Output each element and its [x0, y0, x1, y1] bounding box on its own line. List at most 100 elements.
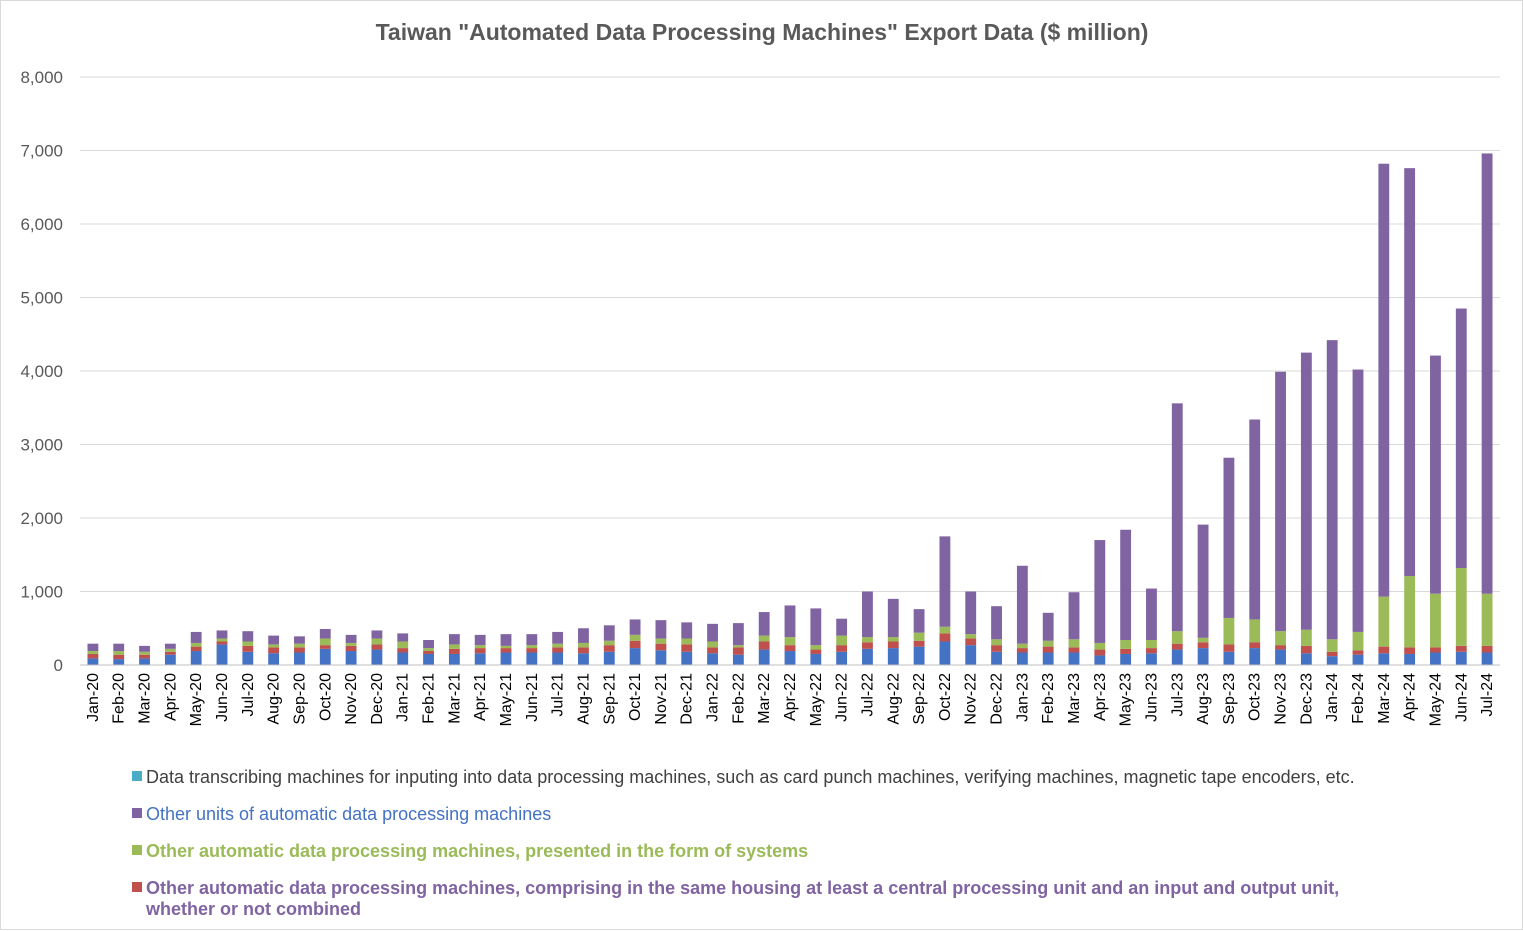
bar-segment [681, 638, 693, 645]
bar-segment [1068, 647, 1080, 653]
bar-segment [1249, 642, 1261, 649]
x-tick-label: Jul-23 [1169, 673, 1186, 717]
bar-segment [87, 658, 99, 665]
bar-segment [371, 630, 383, 639]
bar-segment [939, 626, 951, 634]
bar-segment [345, 642, 357, 646]
bar-segment [965, 638, 977, 646]
bar-segment [500, 645, 512, 649]
bar-segment [603, 645, 615, 652]
bar-segment [113, 651, 125, 655]
x-tick-label: Jun-20 [214, 673, 231, 722]
bar-segment [810, 608, 822, 646]
bar-segment [474, 653, 486, 665]
bar-segment [474, 645, 486, 649]
legend-swatch-systems [132, 845, 142, 855]
bar-segment [732, 647, 744, 655]
bar-segment [578, 653, 589, 665]
bar-segment [758, 635, 770, 642]
bar-segment [578, 628, 589, 643]
x-tick-label: Mar-23 [1066, 673, 1083, 724]
bar-segment [500, 634, 512, 646]
bar-segment [1404, 576, 1416, 648]
bar-segment [1068, 639, 1080, 648]
bar-segment [526, 652, 538, 665]
bar-segment [216, 630, 228, 639]
bar-segment [732, 623, 744, 646]
y-tick-label: 7,000 [20, 142, 63, 161]
x-tick-label: Apr-23 [1092, 673, 1109, 721]
x-tick-label: Feb-21 [421, 673, 438, 724]
bar-segment [629, 619, 641, 635]
bar-segment [1120, 529, 1132, 641]
bar-segment [862, 642, 873, 649]
bar-segment [1171, 403, 1183, 632]
bar-segment [1378, 646, 1390, 654]
bar-segment [681, 644, 693, 652]
bar-segment [991, 606, 1002, 640]
bar-segment [397, 641, 409, 649]
bar-segment [164, 651, 176, 655]
bar-segment [1352, 369, 1364, 632]
x-tick-label: Jul-24 [1479, 673, 1496, 717]
x-tick-label: May-23 [1118, 673, 1135, 726]
bar-segment [1300, 645, 1312, 654]
bar-segment [1042, 646, 1054, 653]
bar-segment [732, 645, 744, 648]
x-tick-label: Aug-22 [885, 673, 902, 725]
legend-swatch-same-housing [132, 882, 142, 892]
bar-segment [1068, 592, 1080, 640]
legend-label-systems: Other automatic data processing machines… [146, 841, 808, 861]
bar-segment [707, 623, 718, 642]
bar-segment [190, 631, 202, 643]
x-tick-label: Dec-21 [679, 673, 696, 725]
x-tick-label: May-22 [808, 673, 825, 726]
bar-segment [319, 645, 331, 649]
bar-segment [732, 654, 744, 665]
bar-segment [423, 640, 434, 649]
bar-segment [1094, 642, 1106, 650]
y-axis-tick-labels: 0 1,000 2,000 3,000 4,000 5,000 6,000 7,000 8,00… [20, 68, 63, 675]
x-tick-label: Aug-23 [1195, 673, 1212, 725]
bar-segment [1146, 640, 1157, 649]
bar-segment [1249, 419, 1261, 620]
bar-segment [836, 645, 848, 652]
bar-segment [294, 643, 305, 648]
bar-segment [423, 648, 434, 652]
bar-segment [1378, 653, 1390, 665]
bar-series [87, 153, 1493, 665]
bar-segment [1275, 645, 1286, 650]
bar-segment [887, 641, 899, 649]
bar-segment [397, 648, 409, 653]
bar-segment [526, 634, 538, 646]
bar-segment [629, 634, 641, 641]
bar-segment [1068, 652, 1080, 665]
x-tick-label: May-20 [188, 673, 205, 726]
bar-segment [1223, 644, 1235, 652]
bar-segment [294, 647, 305, 653]
bar-segment [1016, 652, 1028, 665]
bar-segment [448, 648, 460, 654]
legend: Data transcribing machines for inputing … [132, 767, 1355, 919]
bar-segment [758, 641, 770, 650]
grid-lines [80, 76, 1500, 592]
bar-segment [887, 598, 899, 638]
bar-segment [294, 636, 305, 644]
bar-segment [578, 642, 589, 648]
legend-item-systems: Other automatic data processing machines… [132, 841, 808, 861]
bar-segment [371, 644, 383, 650]
bar-segment [1171, 643, 1183, 650]
bar-segment [1300, 352, 1312, 630]
bar-segment [87, 653, 99, 659]
bar-segment [371, 638, 383, 645]
x-tick-label: Jan-23 [1014, 673, 1031, 722]
bar-segment [1430, 355, 1441, 594]
bar-segment [1326, 651, 1338, 657]
bar-segment [965, 634, 977, 639]
x-tick-label: May-21 [498, 673, 515, 726]
bar-segment [190, 646, 202, 652]
x-tick-label: Aug-20 [266, 673, 283, 725]
x-tick-label: Feb-24 [1350, 673, 1367, 724]
bar-segment [1481, 652, 1493, 665]
